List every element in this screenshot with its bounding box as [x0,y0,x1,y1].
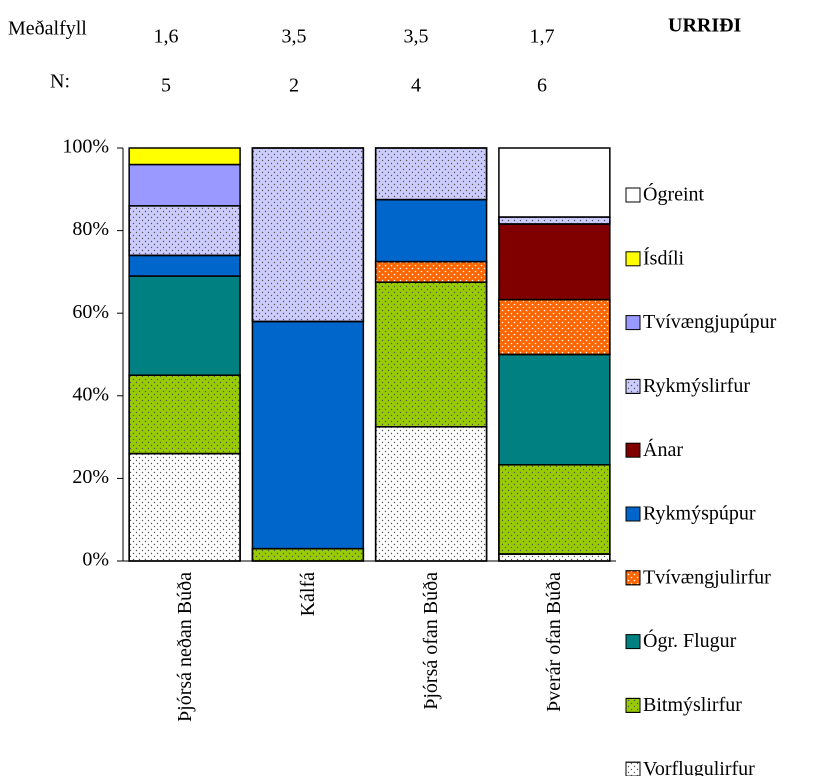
y-tick-label: 20% [72,466,109,488]
legend-swatch [625,251,641,267]
bar-texture [498,553,611,562]
legend-label: Ógr. Flugur [643,628,737,652]
bar-texture [128,374,241,455]
mean-value: 3,5 [404,26,429,48]
y-tick-label: 100% [62,136,109,158]
legend-texture [625,761,641,776]
mean-value: 3,5 [282,26,307,48]
legend-label: Tvívængjupúpur [643,311,777,333]
chart-title: URRIÐI [668,15,742,37]
x-tick-label: Þjórsá ofan Búða [420,572,443,710]
bar-texture [374,260,488,283]
bar-segment [374,198,488,263]
bar-segment [128,147,241,166]
mean-value: 1,6 [154,26,179,48]
bar-segment [498,353,611,466]
n-value: 6 [537,75,547,97]
bar-segment [498,147,611,218]
legend-swatch [625,187,641,203]
legend-swatch [625,634,641,650]
bar-texture [128,205,241,257]
bar-texture [251,547,365,562]
legend-texture [625,570,641,586]
bar-segment [128,163,241,207]
bar-segment [128,254,241,277]
bar-segment [128,275,241,376]
bar-texture [251,147,365,323]
mean-label: Meðalfyll [8,18,87,40]
legend-label: Bitmýslirfur [643,694,742,716]
legend-label: Ánar [643,438,683,461]
bar-texture [374,147,488,201]
bar-texture [128,452,241,562]
legend-swatch [625,315,641,331]
bar-segment [251,320,365,550]
x-tick-label: Þverár ofan Búða [543,572,566,712]
n-value: 5 [161,75,171,97]
y-tick-label: 40% [72,383,109,405]
legend-label: Ísdíli [643,246,685,269]
legend-label: Ógreint [643,182,705,206]
bar-texture [374,426,488,562]
n-value: 4 [411,75,421,97]
bar-texture [374,281,488,428]
legend-texture [625,697,641,713]
y-tick-label: 60% [72,301,109,323]
bar-texture [498,464,611,555]
legend-label: Vorflugulirfur [643,758,755,776]
legend-label: Tvívængjulirfur [643,566,771,588]
legend-swatch [625,442,641,458]
bar-texture [498,216,611,225]
legend-swatch [625,506,641,522]
legend-texture [625,378,641,394]
n-value: 2 [289,75,299,97]
bar-segment [498,223,611,301]
y-tick-label: 80% [72,218,109,240]
n-label: N: [50,71,70,93]
y-tick-label: 0% [82,549,109,571]
bar-texture [498,298,611,356]
x-tick-label: Þjórsá neðan Búða [173,572,196,722]
legend-label: Rykmýslirfur [643,375,750,397]
x-tick-label: Kálfá [296,572,319,617]
mean-value: 1,7 [530,26,555,48]
legend-label: Rykmýspúpur [643,503,756,525]
